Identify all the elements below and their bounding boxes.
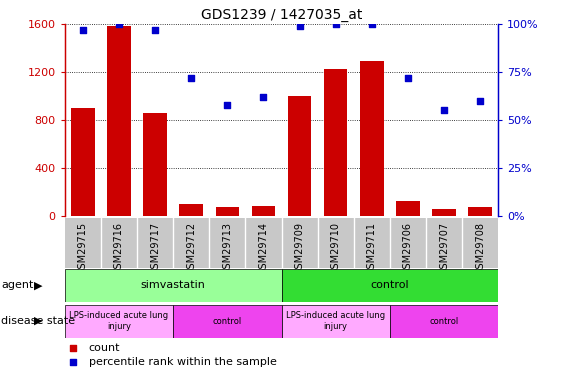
Bar xyxy=(65,269,282,302)
Point xyxy=(187,75,196,81)
Bar xyxy=(396,201,419,216)
Text: ▶: ▶ xyxy=(34,280,43,290)
Point xyxy=(295,23,304,29)
Text: GSM29717: GSM29717 xyxy=(150,222,160,274)
Text: control: control xyxy=(213,316,242,326)
Bar xyxy=(180,204,203,216)
Point xyxy=(223,102,232,108)
Bar xyxy=(137,217,173,268)
Bar xyxy=(282,269,498,302)
Point xyxy=(440,107,449,113)
Bar xyxy=(107,26,131,216)
Bar xyxy=(71,108,95,216)
Bar xyxy=(324,69,347,216)
Text: GSM29709: GSM29709 xyxy=(294,222,305,274)
Bar xyxy=(173,217,209,268)
Text: disease state: disease state xyxy=(1,316,75,326)
Point xyxy=(404,75,413,81)
Bar xyxy=(252,206,275,216)
Bar xyxy=(318,217,354,268)
Bar xyxy=(282,217,318,268)
Bar xyxy=(288,96,311,216)
Text: GSM29715: GSM29715 xyxy=(78,222,88,274)
Bar xyxy=(209,217,245,268)
Text: control: control xyxy=(430,316,459,326)
Text: GSM29710: GSM29710 xyxy=(330,222,341,274)
Point xyxy=(476,98,485,104)
Text: GSM29714: GSM29714 xyxy=(258,222,269,274)
Bar xyxy=(144,113,167,216)
Text: GSM29707: GSM29707 xyxy=(439,222,449,274)
Text: GSM29711: GSM29711 xyxy=(367,222,377,274)
Bar xyxy=(216,207,239,216)
Point xyxy=(114,21,123,27)
Text: GSM29706: GSM29706 xyxy=(403,222,413,274)
Bar xyxy=(65,217,101,268)
Point xyxy=(150,27,159,33)
Point xyxy=(78,27,87,33)
Text: control: control xyxy=(370,280,409,290)
Text: agent: agent xyxy=(1,280,34,290)
Bar xyxy=(468,207,492,216)
Bar xyxy=(426,217,462,268)
Bar xyxy=(65,304,173,338)
Text: LPS-induced acute lung
injury: LPS-induced acute lung injury xyxy=(286,311,385,331)
Title: GDS1239 / 1427035_at: GDS1239 / 1427035_at xyxy=(201,8,362,22)
Bar xyxy=(245,217,282,268)
Text: GSM29712: GSM29712 xyxy=(186,222,196,274)
Bar xyxy=(282,304,390,338)
Bar xyxy=(390,304,498,338)
Point xyxy=(331,21,340,27)
Text: GSM29713: GSM29713 xyxy=(222,222,233,274)
Point xyxy=(69,359,78,365)
Bar xyxy=(354,217,390,268)
Bar xyxy=(432,209,456,216)
Text: GSM29716: GSM29716 xyxy=(114,222,124,274)
Point xyxy=(367,21,376,27)
Text: count: count xyxy=(88,343,120,353)
Bar xyxy=(173,304,282,338)
Text: simvastatin: simvastatin xyxy=(141,280,205,290)
Bar xyxy=(390,217,426,268)
Point xyxy=(69,345,78,351)
Text: percentile rank within the sample: percentile rank within the sample xyxy=(88,357,276,368)
Text: ▶: ▶ xyxy=(34,316,43,326)
Point xyxy=(259,94,268,100)
Text: LPS-induced acute lung
injury: LPS-induced acute lung injury xyxy=(69,311,168,331)
Bar xyxy=(462,217,498,268)
Text: GSM29708: GSM29708 xyxy=(475,222,485,274)
Bar xyxy=(360,62,383,216)
Bar xyxy=(101,217,137,268)
